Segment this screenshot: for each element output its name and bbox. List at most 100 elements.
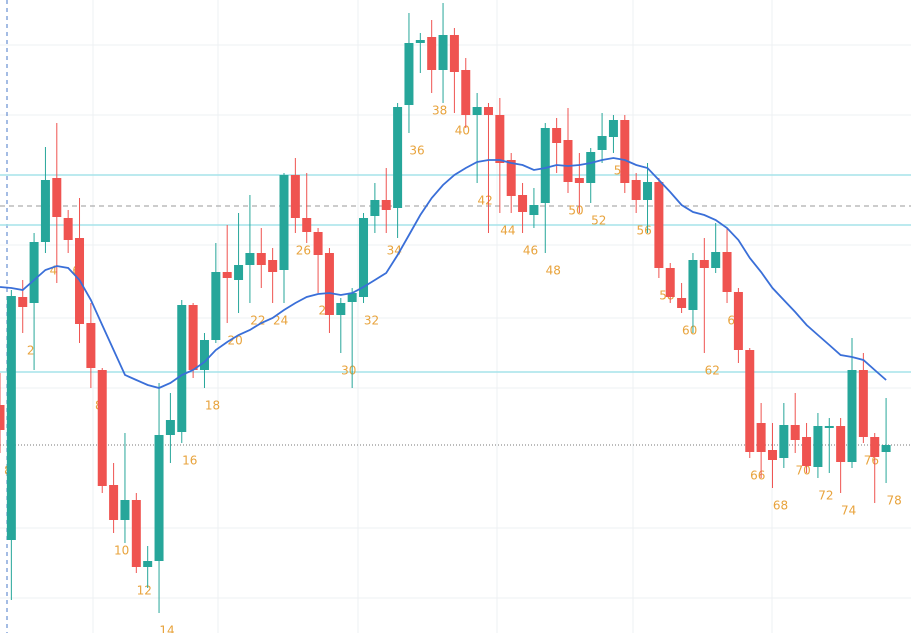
candle-body <box>245 253 255 265</box>
candle-body <box>608 120 618 137</box>
candle-label: 18 <box>205 399 220 413</box>
candle-body <box>449 35 459 72</box>
candle-label: 30 <box>341 364 356 378</box>
candle-body <box>665 268 675 297</box>
candle-body <box>427 37 437 70</box>
candle-body <box>313 232 323 255</box>
candle-body <box>518 195 528 212</box>
candle-body <box>97 370 107 486</box>
candle-body <box>268 260 278 272</box>
candle-body <box>654 182 664 268</box>
candle-body <box>495 115 505 163</box>
candle-label: 56 <box>637 224 652 238</box>
candle-body <box>563 140 573 182</box>
candle-body <box>393 107 403 208</box>
candle-body <box>472 107 482 115</box>
candle-body <box>688 260 698 310</box>
candle-body <box>120 500 130 520</box>
candle-body <box>461 70 471 115</box>
candle-body <box>177 305 187 432</box>
candle-label: 36 <box>409 144 424 158</box>
candle-body <box>279 175 289 270</box>
candle-label: 66 <box>750 469 765 483</box>
candle-label: 22 <box>250 314 265 328</box>
candle-body <box>211 272 221 340</box>
candle-body <box>506 160 516 196</box>
candle-body <box>188 305 198 370</box>
candle-label: 2 <box>27 344 35 358</box>
candle-body <box>404 43 414 105</box>
candle-body <box>165 420 175 435</box>
candle-body <box>790 425 800 440</box>
candle-body <box>836 426 846 462</box>
candle-body <box>6 296 16 540</box>
candle-label: 52 <box>591 214 606 228</box>
candle-body <box>154 435 164 561</box>
candle-label: 68 <box>773 499 788 513</box>
candle-label: 60 <box>682 324 697 338</box>
candle-body <box>779 425 789 458</box>
moving-average-line <box>0 157 887 389</box>
candle-label: 38 <box>432 104 447 118</box>
candle-body <box>336 303 346 315</box>
candle-label: 44 <box>500 224 515 238</box>
candle-body <box>745 350 755 452</box>
candle-body <box>699 260 709 268</box>
candle-label: 32 <box>364 314 379 328</box>
candle-body <box>86 323 96 368</box>
candle-body <box>858 370 868 437</box>
candle-body <box>586 152 596 183</box>
candle-body <box>256 253 266 265</box>
candle-body <box>722 252 732 292</box>
candle-body <box>870 437 880 457</box>
candle-label: 72 <box>818 489 833 503</box>
candle-body <box>552 128 562 143</box>
candle-body <box>620 120 630 183</box>
candle-body <box>40 180 50 242</box>
candle-body <box>370 200 380 216</box>
candle-body <box>222 272 232 278</box>
candle-label: 40 <box>455 124 470 138</box>
candle-body <box>733 292 743 350</box>
candle-label: 10 <box>114 544 129 558</box>
candle-body <box>52 178 62 217</box>
candle-label: 50 <box>568 204 583 218</box>
candle-body <box>302 218 312 232</box>
candle-body <box>347 293 357 302</box>
candle-label: 62 <box>705 364 720 378</box>
candle-label: 12 <box>137 584 152 598</box>
candle-body <box>381 200 391 210</box>
candle-body <box>199 340 209 370</box>
candle-body <box>881 445 891 452</box>
candle-body <box>756 423 766 452</box>
candle-label: 14 <box>159 624 174 633</box>
candle-body <box>847 370 857 462</box>
candle-label: 26 <box>296 244 311 258</box>
candle-body <box>29 242 39 303</box>
candle-body <box>483 107 493 115</box>
candle-label: 4 <box>50 264 58 278</box>
candle-label: 48 <box>546 264 561 278</box>
candle-body <box>643 182 653 200</box>
candle-body <box>290 175 300 218</box>
candle-label: 78 <box>886 494 901 508</box>
candle-body <box>131 500 141 567</box>
candle-body <box>0 405 5 430</box>
candle-body <box>438 35 448 70</box>
candle-body <box>415 40 425 43</box>
candle-body <box>18 297 28 307</box>
candle-label: 74 <box>841 504 856 518</box>
candle-body <box>597 136 607 150</box>
candle-label: 16 <box>182 454 197 468</box>
candle-label: 46 <box>523 244 538 258</box>
candle-label: 42 <box>477 194 492 208</box>
candle-body <box>711 252 721 268</box>
candle-body <box>529 205 539 215</box>
candle-body <box>631 180 641 200</box>
candle-body <box>802 437 812 466</box>
candle-body <box>540 128 550 203</box>
candle-body <box>63 218 73 240</box>
